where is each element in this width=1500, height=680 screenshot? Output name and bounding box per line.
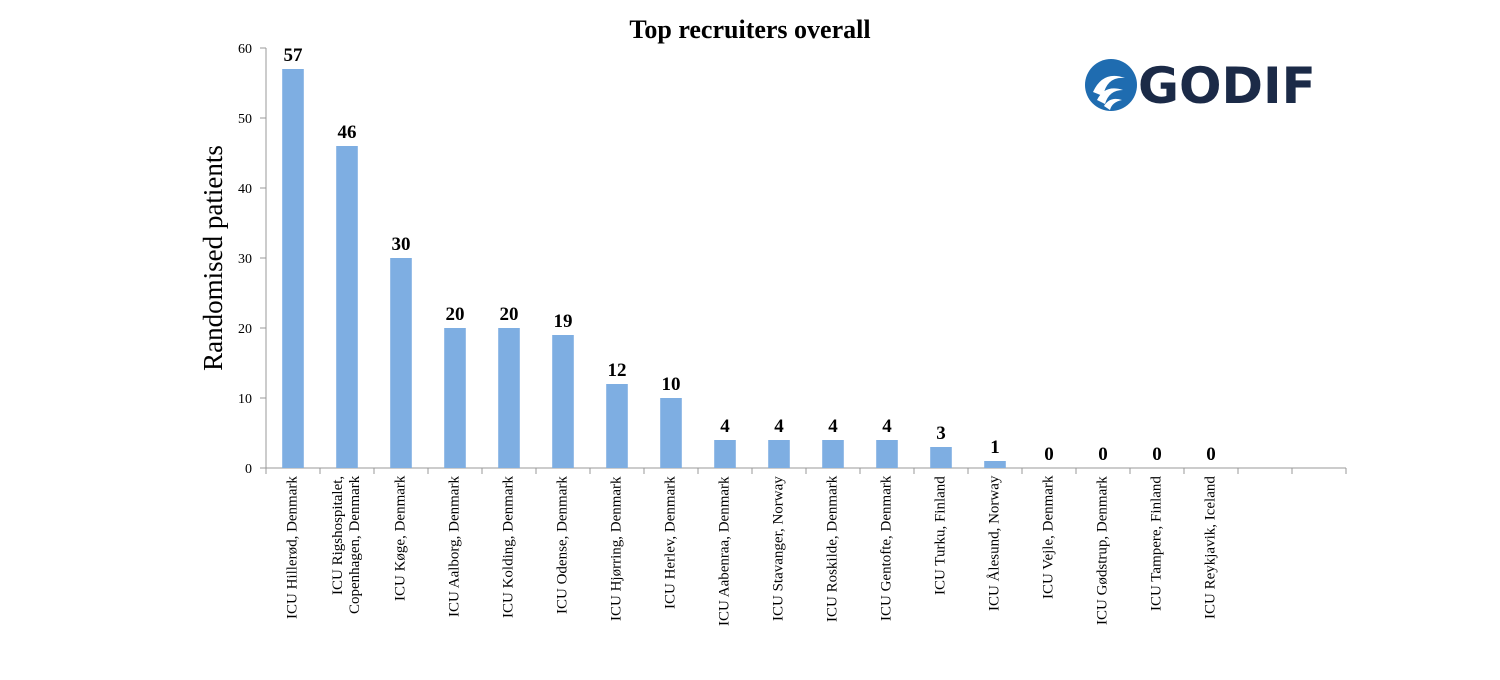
value-label: 30 — [392, 234, 411, 255]
chart-title: Top recruiters overall — [629, 15, 870, 44]
bar — [390, 258, 412, 468]
value-label: 0 — [1044, 444, 1054, 465]
x-tick-label: ICU Ålesund, Norway — [986, 476, 1003, 612]
logo-icon — [1085, 59, 1137, 111]
bar — [714, 440, 736, 468]
bar — [876, 440, 898, 468]
y-tick-label: 20 — [238, 322, 252, 337]
x-tick-label: ICU Køge, Denmark — [392, 476, 409, 602]
y-tick-label: 10 — [238, 392, 252, 407]
bar — [444, 328, 466, 468]
y-tick-label: 30 — [238, 252, 252, 267]
x-tick-label: ICU Gentofte, Denmark — [878, 476, 895, 622]
value-label: 0 — [1206, 444, 1216, 465]
value-label: 4 — [774, 416, 784, 437]
bar — [282, 69, 304, 468]
value-label: 4 — [882, 416, 892, 437]
x-tick-label: ICU Reykjavik, Iceland — [1202, 476, 1219, 619]
bar — [768, 440, 790, 468]
x-tick-label: ICU Rigshospitalet, Copenhagen, Denmark — [330, 476, 363, 615]
y-axis-label: Randomised patients — [198, 145, 228, 371]
x-tick-label: ICU Stavanger, Norway — [770, 476, 787, 621]
x-tick-label: ICU Roskilde, Denmark — [824, 476, 841, 623]
value-label: 3 — [936, 423, 946, 444]
value-label: 10 — [662, 374, 681, 395]
x-tick-label: ICU Herlev, Denmark — [662, 476, 679, 609]
x-tick-label: ICU Tampere, Finland — [1148, 476, 1165, 611]
x-tick-label: ICU Odense, Denmark — [554, 476, 571, 614]
value-label: 20 — [500, 304, 519, 325]
value-label: 1 — [990, 437, 1000, 458]
bar — [930, 447, 952, 468]
bar — [660, 398, 682, 468]
bar — [336, 146, 358, 468]
value-label: 20 — [446, 304, 465, 325]
bar — [822, 440, 844, 468]
bar — [552, 335, 574, 468]
value-label: 4 — [720, 416, 730, 437]
x-tick-label: ICU Hillerød, Denmark — [284, 476, 301, 619]
value-label: 46 — [338, 122, 357, 143]
logo-waves — [1093, 75, 1125, 110]
y-tick-label: 60 — [238, 42, 252, 57]
x-tick-label: ICU Aabenraa, Denmark — [716, 476, 733, 626]
logo-text: GODIF — [1138, 57, 1316, 115]
bar — [498, 328, 520, 468]
value-label: 0 — [1152, 444, 1162, 465]
y-tick-label: 40 — [238, 182, 252, 197]
bar — [606, 384, 628, 468]
x-tick-label: ICU Vejle, Denmark — [1040, 476, 1057, 600]
value-label: 19 — [554, 311, 573, 332]
y-tick-label: 0 — [245, 462, 252, 477]
y-tick-label: 50 — [238, 112, 252, 127]
bar — [984, 461, 1006, 468]
x-tick-label: ICU Turku, Finland — [932, 476, 949, 595]
value-label: 12 — [608, 360, 627, 381]
x-tick-label: ICU Kolding, Denmark — [500, 476, 517, 619]
value-label: 57 — [284, 45, 304, 66]
x-tick-label: ICU Hjørring, Denmark — [608, 476, 625, 621]
logo: GODIF — [1085, 57, 1316, 115]
x-tick-label: ICU Aalborg, Denmark — [446, 476, 463, 617]
value-label: 0 — [1098, 444, 1108, 465]
x-tick-label: ICU Gødstrup, Denmark — [1094, 476, 1111, 625]
value-label: 4 — [828, 416, 838, 437]
